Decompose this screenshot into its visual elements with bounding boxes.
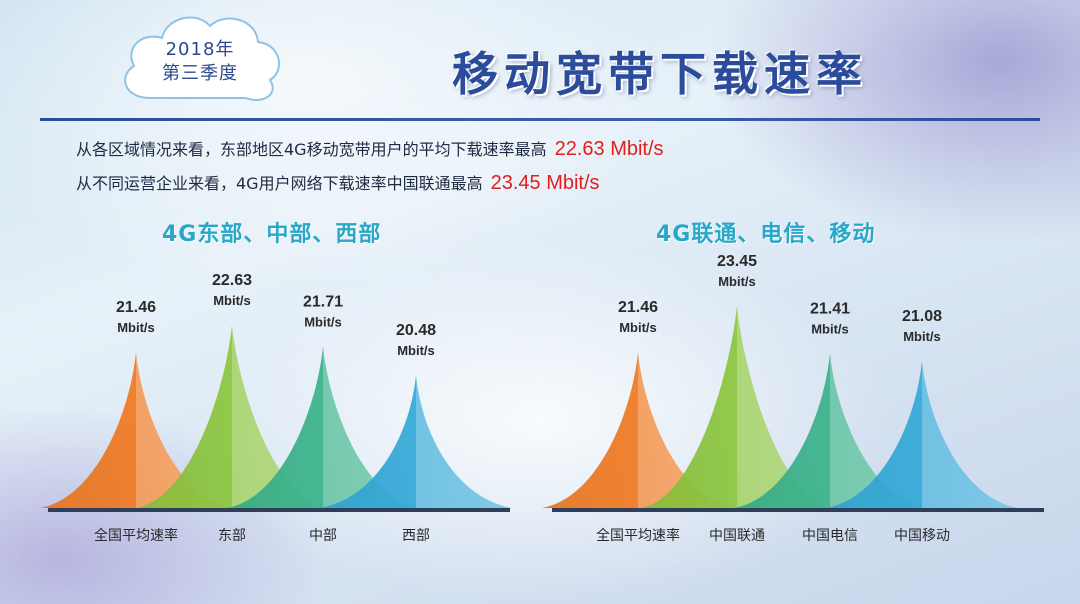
category-label: 中国电信 bbox=[802, 528, 858, 544]
value-label: 21.71 bbox=[303, 293, 343, 310]
unit-label: Mbit/s bbox=[397, 343, 435, 358]
title-divider bbox=[40, 118, 1040, 121]
peak-西部 bbox=[320, 375, 512, 508]
peak-中国联通 bbox=[641, 306, 833, 508]
peak-中国移动 bbox=[826, 361, 1018, 508]
value-label: 22.63 bbox=[212, 272, 252, 289]
summary-region-value: 22.63 Mbit/s bbox=[554, 138, 664, 160]
peak-全国平均速率 bbox=[40, 352, 232, 508]
chart-operator: 21.46 Mbit/s 全国平均速率 23.45 Mbit/s 中国联通 21.41 Mbi… bbox=[542, 253, 1044, 544]
peak-中部 bbox=[227, 346, 419, 508]
unit-label: Mbit/s bbox=[213, 293, 251, 308]
summary-operator-text: 从不同运营企业来看，4G用户网络下载速率中国联通最高 bbox=[76, 174, 483, 193]
value-label: 21.41 bbox=[810, 300, 850, 317]
category-label: 中国移动 bbox=[894, 528, 950, 544]
chart-title-region: 4G东部、中部、西部 bbox=[162, 222, 382, 247]
value-label: 20.48 bbox=[396, 322, 436, 339]
chart-baseline bbox=[552, 508, 1044, 512]
unit-label: Mbit/s bbox=[718, 274, 756, 289]
category-label: 全国平均速率 bbox=[94, 527, 178, 544]
unit-label: Mbit/s bbox=[304, 314, 342, 329]
summary-region-text: 从各区域情况来看，东部地区4G移动宽带用户的平均下载速率最高 bbox=[76, 140, 547, 159]
value-label: 23.45 bbox=[717, 253, 757, 270]
chart-baseline bbox=[48, 508, 510, 512]
summary-line-region: 从各区域情况来看，东部地区4G移动宽带用户的平均下载速率最高 22.63 Mbit… bbox=[76, 136, 664, 161]
category-label: 西部 bbox=[402, 528, 430, 544]
category-label: 中部 bbox=[309, 528, 337, 544]
category-label: 中国联通 bbox=[709, 528, 765, 544]
value-label: 21.46 bbox=[618, 299, 658, 316]
page-title: 移动宽带下载速率 bbox=[452, 47, 868, 101]
unit-label: Mbit/s bbox=[619, 320, 657, 335]
peak-东部 bbox=[136, 325, 328, 508]
category-label: 全国平均速率 bbox=[596, 527, 680, 544]
chart-region: 21.46 Mbit/s 全国平均速率 22.63 Mbit/s 东部 21.71 Mbit/… bbox=[40, 272, 512, 544]
summary-operator-value: 23.45 Mbit/s bbox=[490, 172, 600, 194]
value-label: 21.08 bbox=[902, 308, 942, 325]
chart-title-operator: 4G联通、电信、移动 bbox=[656, 222, 876, 247]
value-label: 21.46 bbox=[116, 299, 156, 316]
peak-中国电信 bbox=[734, 353, 926, 508]
category-label: 东部 bbox=[218, 528, 246, 544]
peak-全国平均速率 bbox=[542, 352, 734, 508]
summary-line-operator: 从不同运营企业来看，4G用户网络下载速率中国联通最高 23.45 Mbit/s bbox=[76, 170, 600, 195]
badge-quarter: 第三季度 bbox=[162, 63, 238, 84]
badge-year: 2018年 bbox=[165, 39, 235, 60]
unit-label: Mbit/s bbox=[903, 329, 941, 344]
cloud-badge-icon bbox=[124, 16, 280, 101]
period-badge: 2018年 第三季度 bbox=[130, 38, 270, 86]
unit-label: Mbit/s bbox=[811, 321, 849, 336]
unit-label: Mbit/s bbox=[117, 320, 155, 335]
